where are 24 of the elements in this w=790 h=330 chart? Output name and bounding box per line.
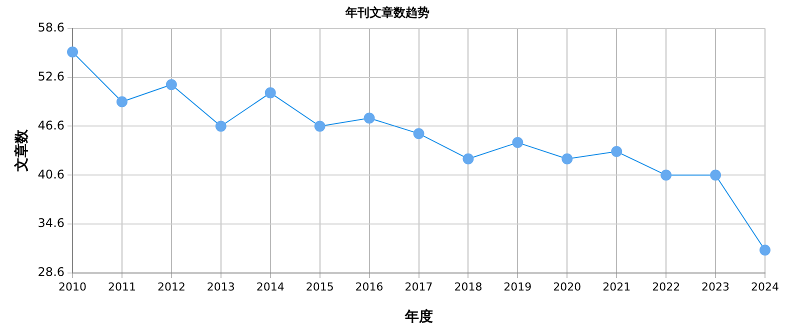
y-tick-label: 58.6 [38,20,65,35]
x-tick-label: 2017 [404,280,433,294]
y-tick-label: 28.6 [38,265,65,280]
x-tick-label: 2021 [602,280,631,294]
x-tick-label: 2024 [751,280,779,294]
x-tick-label: 2020 [553,280,582,294]
x-tick-label: 2012 [157,280,186,294]
x-tick-label: 2019 [504,280,532,294]
x-tick-label: 2022 [652,280,680,294]
y-tick-label: 34.6 [38,216,65,230]
y-tick-label: 46.6 [38,118,65,132]
x-axis-title: 年度 [404,308,433,326]
y-tick-label: 52.6 [38,69,65,84]
x-tick-label: 2011 [108,280,136,294]
x-tick-label: 2013 [206,280,235,294]
chart-title: 年刊文章数趋势 [344,5,430,20]
x-tick-label: 2015 [306,280,334,294]
y-tick-label: 40.6 [38,167,65,182]
x-tick-label: 2023 [702,280,730,294]
y-axis-title: 文章数 [13,128,30,173]
x-tick-label: 2016 [355,280,384,294]
x-tick-label: 2018 [454,280,482,294]
x-tick-label: 2010 [58,280,87,294]
x-tick-label: 2014 [256,280,284,294]
